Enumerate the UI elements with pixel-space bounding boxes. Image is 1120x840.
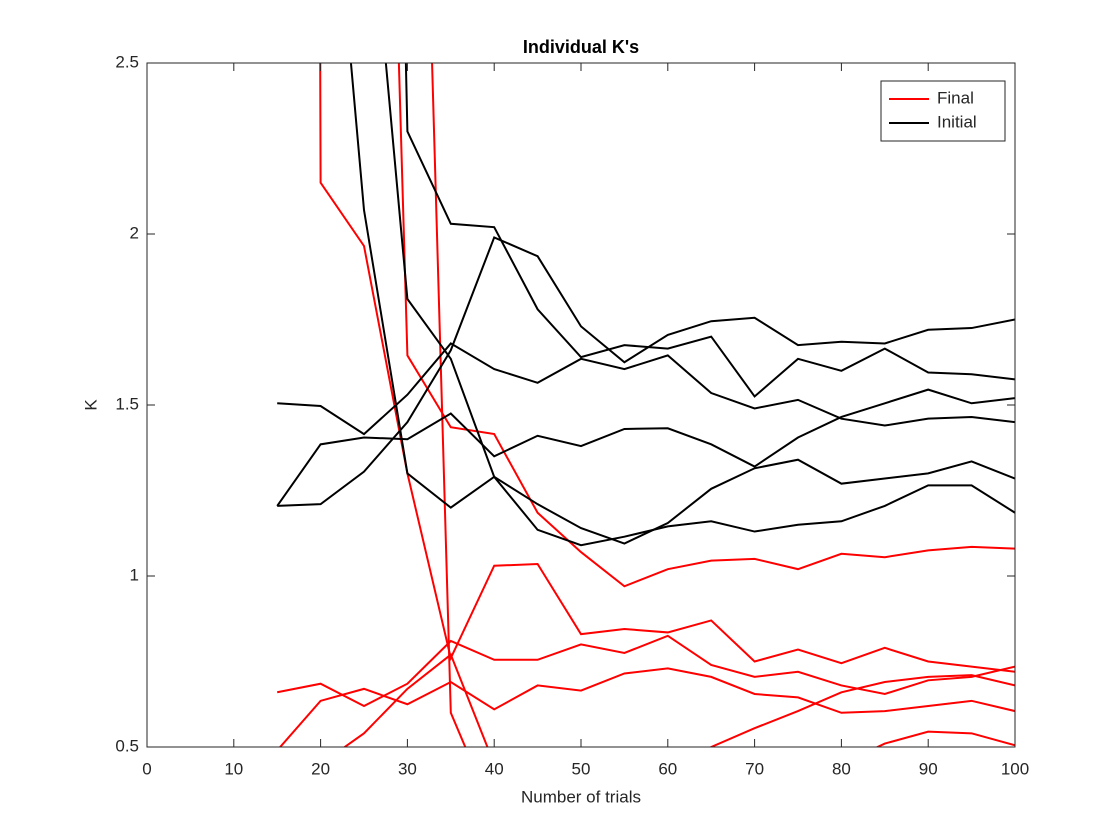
data-line (384, 63, 1015, 547)
axes: 0 10 20 30 40 50 60 70 80 90 100 0.5 1 1.5 2 2.5 (115, 52, 1029, 778)
x-tick-label: 40 (485, 759, 504, 778)
y-tick-label: 0.5 (115, 736, 139, 755)
data-line (278, 667, 1015, 747)
data-line (342, 653, 1015, 747)
data-line (349, 63, 1015, 545)
x-tick-label: 70 (745, 759, 764, 778)
legend-box (880, 80, 1006, 142)
x-tick-label: 50 (572, 759, 591, 778)
legend-label: Final (937, 88, 974, 107)
x-tick-label: 80 (832, 759, 851, 778)
x-tick-label: 30 (398, 759, 417, 778)
x-axis-label: Number of trials (521, 787, 641, 806)
x-tick-label: 0 (142, 759, 151, 778)
y-tick-label: 1.5 (115, 394, 139, 413)
legend-label: Initial (937, 112, 977, 131)
x-tick-label: 10 (224, 759, 243, 778)
data-line (276, 388, 1015, 507)
legend: Final Initial (880, 80, 1006, 142)
data-line (277, 634, 1015, 708)
data-line (431, 63, 1015, 747)
x-tick-label: 60 (658, 759, 677, 778)
y-axis-label: K (81, 399, 100, 411)
data-line (397, 63, 1015, 588)
x-tick-label: 20 (311, 759, 330, 778)
data-line (277, 342, 1015, 436)
y-tick-label: 1 (130, 565, 139, 584)
x-tick-label: 100 (1001, 759, 1029, 778)
y-tick-label: 2.5 (115, 52, 139, 71)
x-tick-label: 90 (919, 759, 938, 778)
data-line (404, 63, 1015, 398)
y-tick-label: 2 (130, 223, 139, 242)
plot-lines (276, 63, 1015, 747)
chart-title: Individual K's (523, 37, 639, 57)
